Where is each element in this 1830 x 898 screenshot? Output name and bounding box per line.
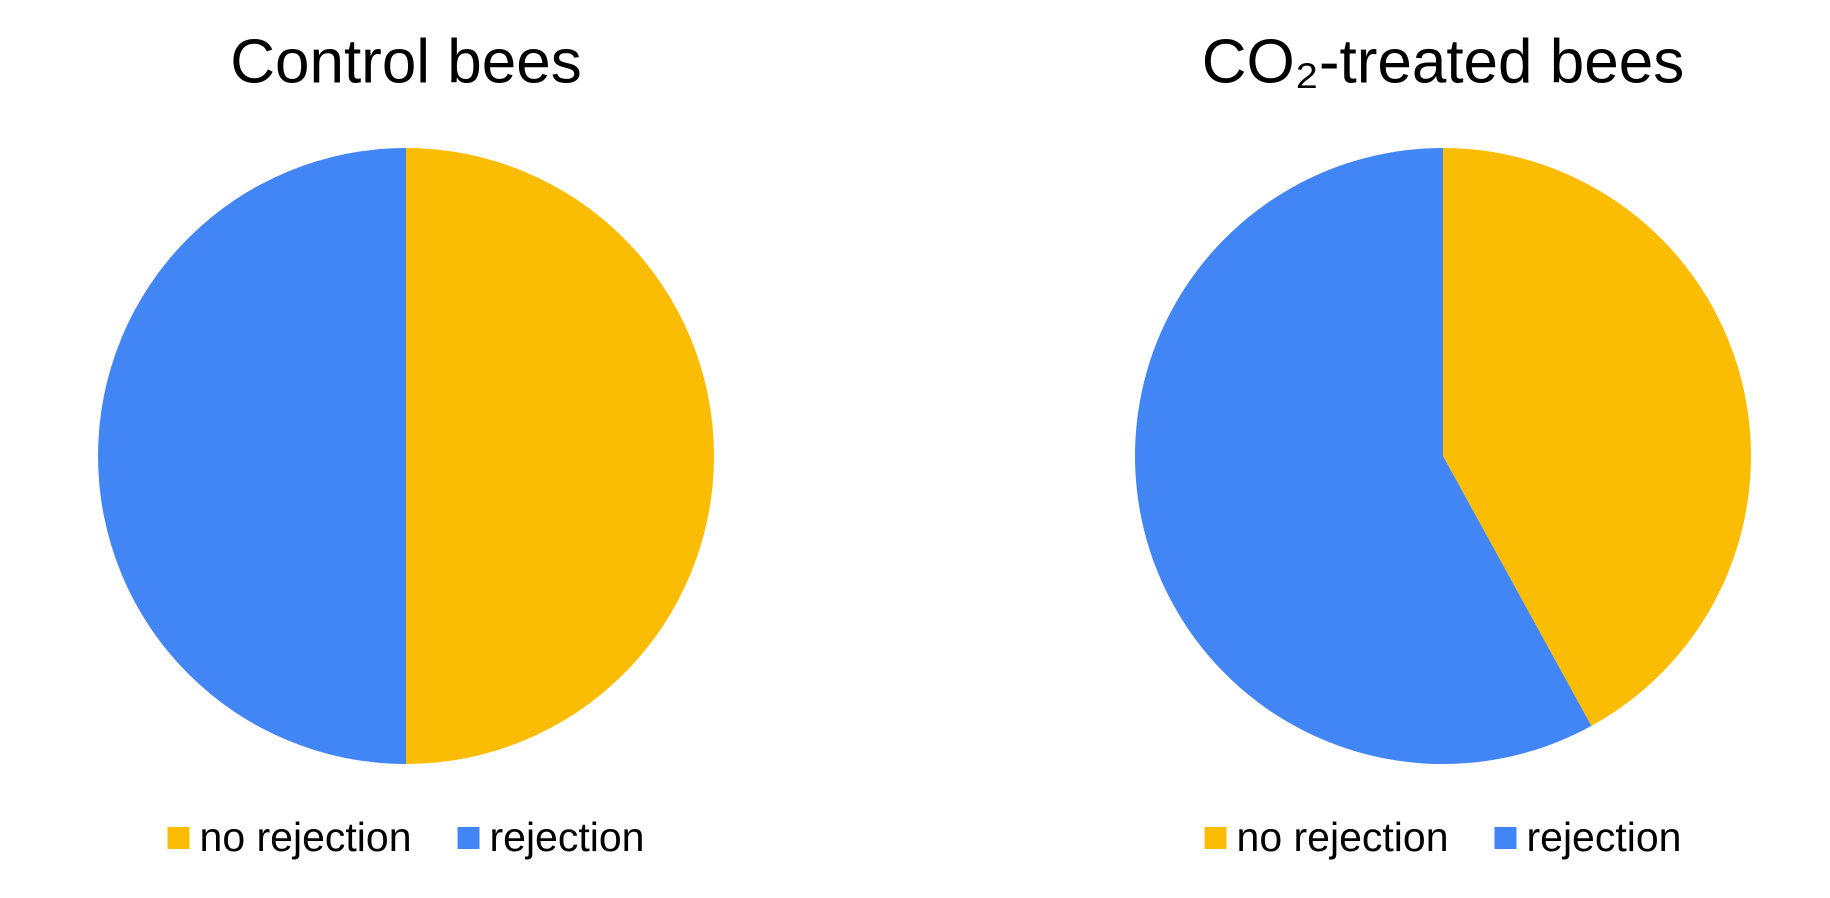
legend: no rejection rejection [1204,814,1681,860]
pie-slice [1443,148,1751,726]
legend: no rejection rejection [167,814,644,860]
legend-label: rejection [1526,814,1681,860]
pie-slice [1134,148,1592,764]
legend-swatch [457,827,480,849]
legend-label: rejection [489,814,644,860]
legend-label: no rejection [1237,814,1449,860]
chart-title: CO₂-treated bees [1202,27,1684,96]
legend-swatch [1494,827,1517,849]
legend-swatch [167,827,190,849]
pie-slice [98,148,406,764]
legend-swatch [1204,827,1227,849]
chart-title: Control bees [230,27,582,96]
pie-slice [406,148,714,764]
legend-label: no rejection [200,814,412,860]
